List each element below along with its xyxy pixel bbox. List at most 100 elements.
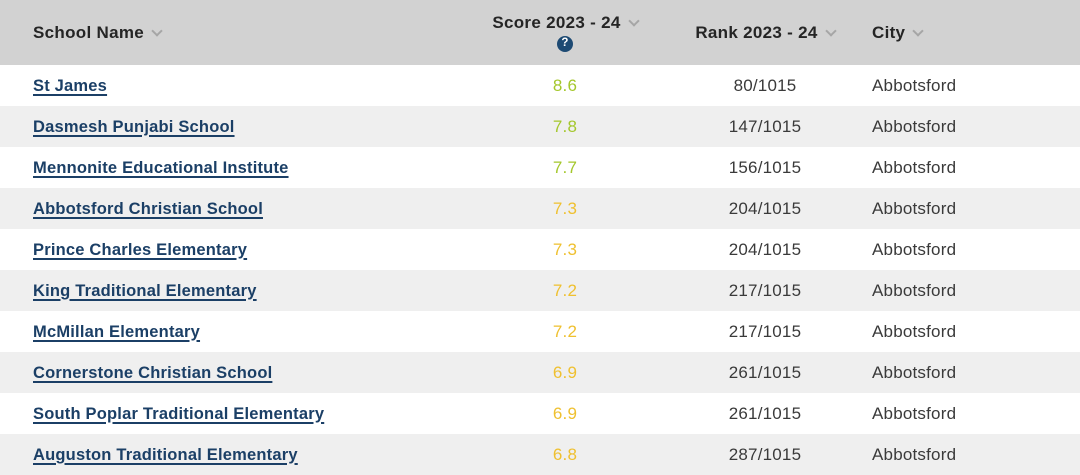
score-value: 7.3	[552, 239, 578, 259]
table-row: King Traditional Elementary 7.2 217/1015…	[0, 270, 1080, 311]
school-name-cell: King Traditional Elementary	[0, 270, 460, 311]
score-cell: 6.9	[460, 393, 670, 434]
col-header-school-name[interactable]: School Name	[0, 0, 460, 65]
rank-cell: 261/1015	[670, 393, 860, 434]
rank-cell: 217/1015	[670, 270, 860, 311]
table-row: Dasmesh Punjabi School 7.8 147/1015 Abbo…	[0, 106, 1080, 147]
table-row: Abbotsford Christian School 7.3 204/1015…	[0, 188, 1080, 229]
score-cell: 7.2	[460, 311, 670, 352]
score-cell: 7.3	[460, 229, 670, 270]
score-cell: 7.3	[460, 188, 670, 229]
school-name-header-label: School Name	[33, 22, 144, 42]
score-value: 8.6	[552, 75, 578, 95]
score-value: 7.2	[552, 321, 578, 341]
rank-cell: 287/1015	[670, 434, 860, 475]
rank-value: 261/1015	[728, 403, 802, 423]
city-cell: Abbotsford	[860, 65, 1080, 106]
chevron-down-icon	[825, 24, 837, 37]
score-cell: 7.8	[460, 106, 670, 147]
table-row: Auguston Traditional Elementary 6.8 287/…	[0, 434, 1080, 475]
rank-value: 261/1015	[728, 362, 802, 382]
rank-value: 80/1015	[733, 75, 797, 95]
col-header-rank[interactable]: Rank 2023 - 24	[670, 0, 860, 65]
rank-cell: 204/1015	[670, 229, 860, 270]
rank-cell: 261/1015	[670, 352, 860, 393]
school-name-cell: Prince Charles Elementary	[0, 229, 460, 270]
rank-cell: 80/1015	[670, 65, 860, 106]
rank-cell: 204/1015	[670, 188, 860, 229]
school-link[interactable]: Dasmesh Punjabi School	[33, 117, 235, 136]
chevron-down-icon	[151, 24, 163, 37]
rank-value: 204/1015	[728, 239, 802, 259]
table-row: McMillan Elementary 7.2 217/1015 Abbotsf…	[0, 311, 1080, 352]
city-cell: Abbotsford	[860, 270, 1080, 311]
school-link[interactable]: Cornerstone Christian School	[33, 363, 273, 382]
table-body: St James 8.6 80/1015 Abbotsford Dasmesh …	[0, 65, 1080, 475]
city-value: Abbotsford	[872, 157, 957, 177]
rank-value: 287/1015	[728, 444, 802, 464]
city-cell: Abbotsford	[860, 188, 1080, 229]
city-header-label: City	[872, 22, 906, 42]
rank-value: 217/1015	[728, 321, 802, 341]
chevron-down-icon	[912, 24, 924, 37]
chevron-down-icon	[627, 15, 640, 27]
city-cell: Abbotsford	[860, 393, 1080, 434]
rank-cell: 217/1015	[670, 311, 860, 352]
school-link[interactable]: South Poplar Traditional Elementary	[33, 404, 325, 423]
score-value: 6.9	[552, 362, 578, 382]
header-row: School Name Score 2023 - 24 ? Rank 2023 …	[0, 0, 1080, 65]
city-value: Abbotsford	[872, 116, 957, 136]
school-name-cell: South Poplar Traditional Elementary	[0, 393, 460, 434]
city-value: Abbotsford	[872, 75, 957, 95]
city-cell: Abbotsford	[860, 311, 1080, 352]
city-cell: Abbotsford	[860, 352, 1080, 393]
col-header-city[interactable]: City	[860, 0, 1080, 65]
city-value: Abbotsford	[872, 362, 957, 382]
school-name-cell: McMillan Elementary	[0, 311, 460, 352]
school-link[interactable]: Auguston Traditional Elementary	[33, 445, 298, 464]
school-link[interactable]: McMillan Elementary	[33, 322, 201, 341]
school-name-cell: St James	[0, 65, 460, 106]
city-value: Abbotsford	[872, 444, 957, 464]
score-value: 7.2	[552, 280, 578, 300]
rank-value: 147/1015	[728, 116, 802, 136]
score-cell: 8.6	[460, 65, 670, 106]
table-row: Mennonite Educational Institute 7.7 156/…	[0, 147, 1080, 188]
school-link[interactable]: Prince Charles Elementary	[33, 240, 248, 259]
school-link[interactable]: St James	[33, 76, 108, 95]
rank-value: 217/1015	[728, 280, 802, 300]
col-header-score[interactable]: Score 2023 - 24 ?	[460, 0, 670, 65]
score-value: 7.8	[552, 116, 578, 136]
city-cell: Abbotsford	[860, 434, 1080, 475]
city-value: Abbotsford	[872, 403, 957, 423]
rank-cell: 147/1015	[670, 106, 860, 147]
school-link[interactable]: King Traditional Elementary	[33, 281, 257, 300]
city-cell: Abbotsford	[860, 147, 1080, 188]
score-value: 7.7	[552, 157, 578, 177]
score-header-label: Score 2023 - 24	[492, 13, 621, 32]
score-cell: 7.7	[460, 147, 670, 188]
school-name-cell: Abbotsford Christian School	[0, 188, 460, 229]
city-value: Abbotsford	[872, 280, 957, 300]
score-value: 6.9	[552, 403, 578, 423]
rank-value: 204/1015	[728, 198, 802, 218]
school-name-cell: Auguston Traditional Elementary	[0, 434, 460, 475]
help-icon[interactable]: ?	[557, 36, 573, 52]
table-row: St James 8.6 80/1015 Abbotsford	[0, 65, 1080, 106]
table-row: Cornerstone Christian School 6.9 261/101…	[0, 352, 1080, 393]
rank-header-label: Rank 2023 - 24	[695, 22, 818, 42]
table-header: School Name Score 2023 - 24 ? Rank 2023 …	[0, 0, 1080, 65]
school-name-cell: Cornerstone Christian School	[0, 352, 460, 393]
score-cell: 7.2	[460, 270, 670, 311]
school-link[interactable]: Abbotsford Christian School	[33, 199, 263, 218]
city-cell: Abbotsford	[860, 229, 1080, 270]
school-link[interactable]: Mennonite Educational Institute	[33, 158, 289, 177]
score-cell: 6.8	[460, 434, 670, 475]
score-cell: 6.9	[460, 352, 670, 393]
rank-cell: 156/1015	[670, 147, 860, 188]
city-value: Abbotsford	[872, 198, 957, 218]
school-name-cell: Mennonite Educational Institute	[0, 147, 460, 188]
table-row: Prince Charles Elementary 7.3 204/1015 A…	[0, 229, 1080, 270]
